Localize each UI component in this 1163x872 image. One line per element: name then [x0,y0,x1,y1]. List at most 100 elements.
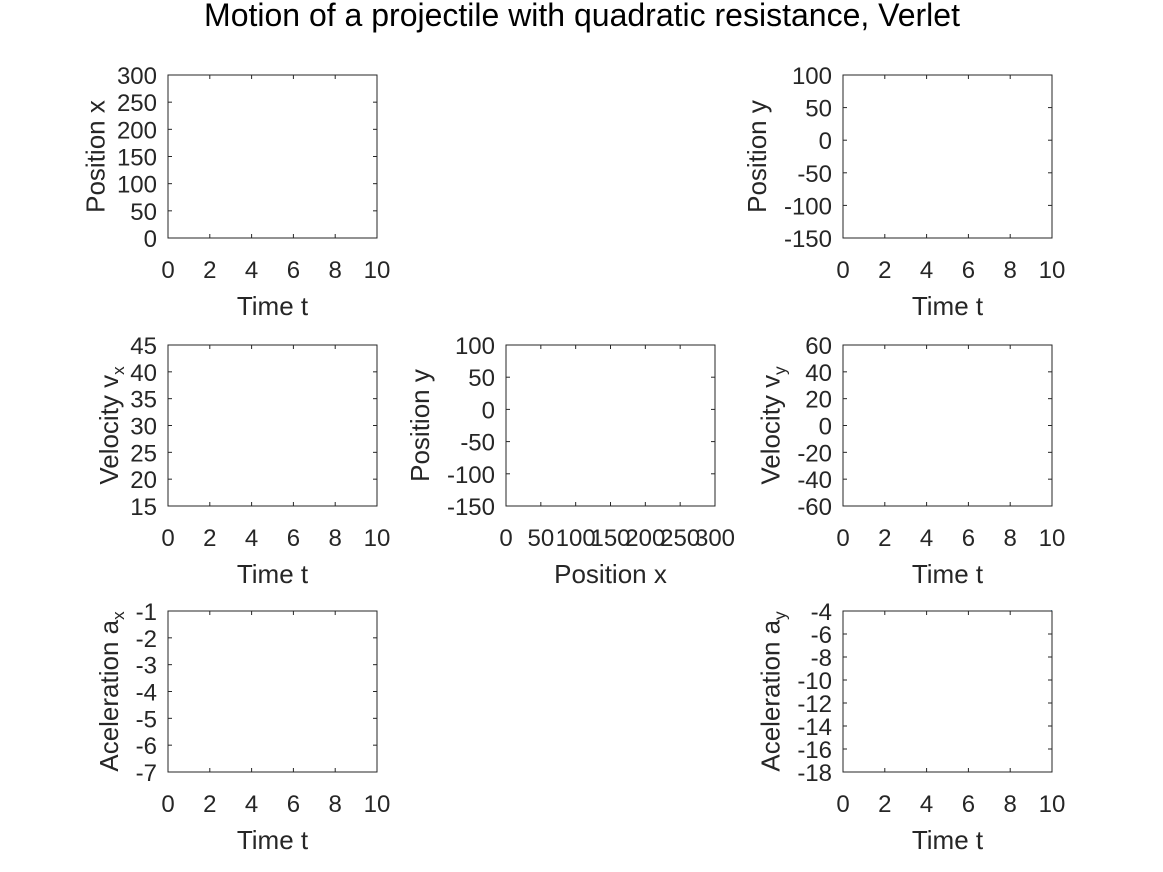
y-axis-label-subscript: y [771,611,790,620]
y-axis-label-text: Aceleration a [94,619,124,771]
x-axis-label: Position x [554,559,667,589]
y-tick-label: -100 [447,462,495,489]
y-tick-label: -4 [136,680,157,707]
y-tick-label: 20 [130,467,157,494]
x-tick-label: 100 [556,525,596,552]
y-tick-label: 20 [805,387,832,414]
y-tick-label: -6 [136,733,157,760]
x-tick-label: 0 [161,257,174,284]
x-tick-label: 6 [962,791,975,818]
y-axis-label: Aceleration ax [94,611,128,772]
x-axis-label: Time t [912,291,984,321]
axes-frame [842,74,1053,239]
y-tick-label: -40 [797,467,832,494]
y-tick-label: 35 [130,387,157,414]
axes-frame [167,74,378,239]
y-tick-label: -150 [447,494,495,521]
x-tick-label: 4 [245,257,258,284]
x-tick-label: 8 [329,257,342,284]
y-tick-label: -20 [797,440,832,467]
x-tick-label: 8 [329,525,342,552]
y-tick-label: -6 [811,622,832,649]
x-tick-label: 2 [203,791,216,818]
x-tick-label: 2 [878,257,891,284]
x-tick-label: 150 [590,525,630,552]
x-tick-label: 2 [203,257,216,284]
x-tick-label: 4 [920,257,933,284]
y-axis-label: Aceleration ay [756,611,790,772]
y-axis-label-text: Aceleration a [756,619,786,771]
y-tick-label: -12 [797,691,832,718]
x-tick-label: 6 [287,257,300,284]
y-tick-label: -7 [136,760,157,787]
x-tick-label: 10 [1039,791,1066,818]
x-axis-label: Time t [237,825,309,855]
y-axis-label-subscript: x [109,366,128,375]
y-tick-label: 300 [117,63,157,90]
y-axis-label: Position y [405,369,435,482]
y-axis-label-subscript: x [109,611,128,620]
y-tick-label: -14 [797,714,832,741]
y-tick-label: 40 [805,360,832,387]
y-tick-label: -100 [784,193,832,220]
y-tick-label: 60 [805,333,832,360]
y-tick-label: 100 [455,333,495,360]
x-tick-label: 10 [364,257,391,284]
y-tick-label: -2 [136,626,157,653]
y-tick-label: -50 [797,161,832,188]
axes-frame [167,344,378,507]
y-tick-label: -150 [784,226,832,253]
x-tick-label: 250 [660,525,700,552]
y-tick-label: 200 [117,117,157,144]
x-axis-label: Time t [237,291,309,321]
y-tick-label: -50 [460,430,495,457]
x-tick-label: 0 [836,791,849,818]
y-axis-label: Velocity vy [756,366,790,485]
axes-frame [505,344,716,507]
subplot-y_x: 0 50 100150200250300-150-100-50050100Posit… [405,333,735,589]
y-tick-label: 50 [130,199,157,226]
y-axis-label-subscript: y [771,366,790,375]
x-axis-label: Time t [912,825,984,855]
subplot-ay_t: 0 2 4 6 8 10 -18-16-14-12-10-8-6-4 Time t Aceler… [756,599,1066,855]
y-tick-label: 100 [117,172,157,199]
y-tick-label: -16 [797,737,832,764]
figure-title: Motion of a projectile with quadratic re… [204,0,960,33]
y-axis-label-text: Position y [405,369,435,482]
y-tick-label: 25 [130,440,157,467]
y-axis-label-text: Position y [742,100,772,213]
x-tick-label: 2 [878,791,891,818]
x-tick-label: 10 [1039,525,1066,552]
x-tick-label: 8 [1004,525,1017,552]
x-tick-label: 8 [329,791,342,818]
x-tick-label: 2 [878,525,891,552]
y-axis-label-text: Position x [81,100,111,213]
y-tick-label: 150 [117,145,157,172]
x-tick-label: 50 [527,525,554,552]
y-tick-label: -3 [136,653,157,680]
y-axis-label-text: Velocity v [756,375,786,485]
x-tick-label: 8 [1004,257,1017,284]
x-tick-label: 4 [245,525,258,552]
x-tick-label: 0 [836,257,849,284]
x-tick-label: 0 [161,791,174,818]
y-tick-label: 50 [805,96,832,123]
y-tick-label: 30 [130,414,157,441]
axes-frame [842,344,1053,507]
y-axis-label: Position y [742,100,772,213]
x-tick-label: 6 [287,791,300,818]
y-tick-label: 40 [130,360,157,387]
y-axis-label-text: Velocity v [94,375,124,485]
y-tick-label: 0 [144,226,157,253]
y-tick-label: -1 [136,599,157,626]
y-tick-label: -60 [797,494,832,521]
y-tick-label: 0 [819,128,832,155]
x-tick-label: 10 [364,525,391,552]
y-tick-label: 50 [468,365,495,392]
axes-frame [842,610,1053,773]
x-tick-label: 200 [625,525,665,552]
x-tick-label: 8 [1004,791,1017,818]
